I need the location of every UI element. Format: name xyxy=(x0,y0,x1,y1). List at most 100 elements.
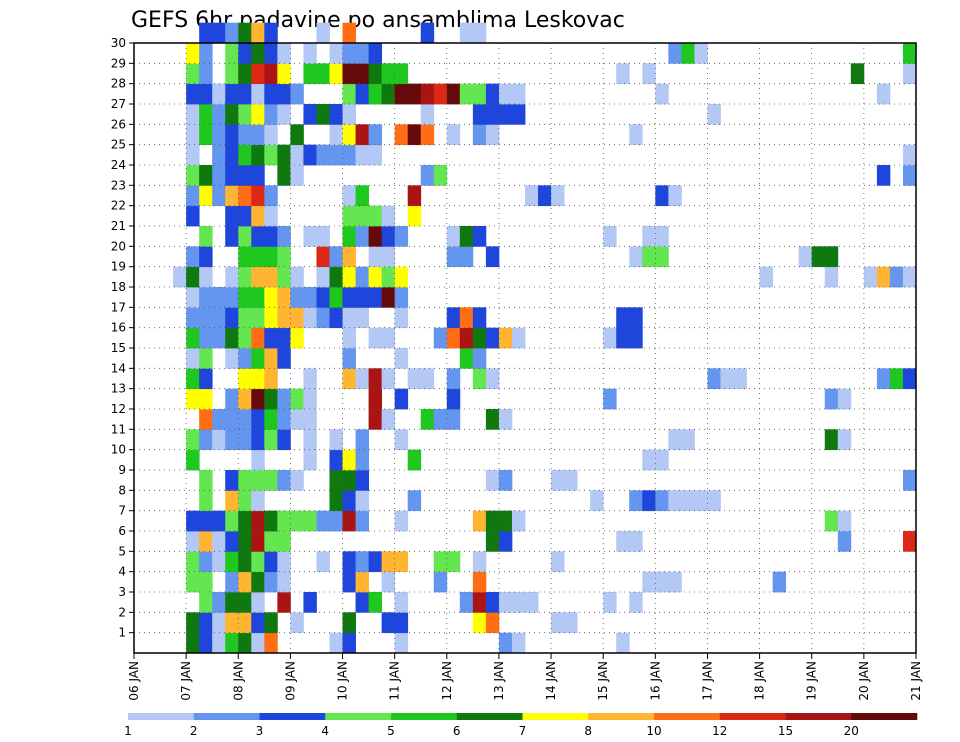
heatmap-cell xyxy=(642,63,656,85)
heatmap-cell xyxy=(199,327,213,349)
heatmap-cell xyxy=(798,246,813,268)
heatmap-cell xyxy=(264,409,278,430)
heatmap-cell xyxy=(186,531,200,552)
legend-label: 3 xyxy=(256,724,264,738)
legend-swatch xyxy=(193,713,260,720)
heatmap-cell xyxy=(342,83,356,105)
heatmap-cell xyxy=(186,632,200,654)
heatmap-cell xyxy=(251,388,265,410)
heatmap-cell xyxy=(472,368,487,390)
heatmap-cell xyxy=(472,612,487,634)
heatmap-cell xyxy=(186,246,200,268)
heatmap-cell xyxy=(251,632,265,654)
heatmap-cell xyxy=(681,43,695,64)
heatmap-cell xyxy=(759,266,774,288)
heatmap-cell xyxy=(251,368,265,390)
heatmap-cell xyxy=(837,429,852,451)
heatmap-cell xyxy=(251,592,265,613)
heatmap-cell xyxy=(381,226,396,247)
heatmap-cell xyxy=(199,531,213,552)
x-tick-label: 21 JAN xyxy=(909,661,923,701)
heatmap-cell xyxy=(355,510,369,532)
heatmap-cell xyxy=(616,531,630,552)
y-tick-label: 19 xyxy=(111,260,126,274)
heatmap-cell xyxy=(394,592,409,613)
heatmap-cell xyxy=(238,348,252,369)
heatmap-cell xyxy=(264,22,278,44)
heatmap-cell xyxy=(368,327,383,349)
heatmap-cell xyxy=(277,429,291,451)
heatmap-cell xyxy=(355,429,369,451)
heatmap-cell xyxy=(199,571,213,593)
heatmap-cell xyxy=(642,246,656,268)
heatmap-cell xyxy=(603,226,617,247)
legend-swatch xyxy=(588,713,655,720)
heatmap-cell xyxy=(863,266,878,288)
y-tick-label: 12 xyxy=(111,402,126,416)
heatmap-cell xyxy=(225,83,239,105)
heatmap-cell xyxy=(707,104,721,125)
heatmap-cell xyxy=(355,226,369,247)
heatmap-cell xyxy=(199,388,213,410)
heatmap-cell xyxy=(342,551,356,573)
heatmap-cell xyxy=(420,83,435,105)
heatmap-cell xyxy=(225,63,239,85)
heatmap-cell xyxy=(186,327,200,349)
x-tick-label: 15 JAN xyxy=(596,661,610,701)
heatmap-cell xyxy=(342,348,356,369)
heatmap-cell xyxy=(355,490,369,512)
heatmap-cell xyxy=(238,592,252,613)
heatmap-cell xyxy=(238,531,252,552)
heatmap-cell xyxy=(902,470,917,491)
heatmap-cell xyxy=(642,449,656,471)
x-tick-label: 07 JAN xyxy=(179,661,193,701)
legend-swatch xyxy=(391,713,458,720)
heatmap-cell xyxy=(459,327,474,349)
heatmap-cell xyxy=(264,185,278,207)
heatmap-cell xyxy=(264,246,278,268)
heatmap-cell xyxy=(212,429,226,451)
heatmap-cell xyxy=(225,409,239,430)
heatmap-cell xyxy=(199,287,213,308)
heatmap-cell xyxy=(238,551,252,573)
y-tick-label: 30 xyxy=(111,36,126,50)
heatmap-cell xyxy=(485,409,500,430)
y-tick-label: 24 xyxy=(111,158,126,172)
heatmap-cell xyxy=(186,449,200,471)
heatmap-cell xyxy=(225,287,239,308)
heatmap-cell xyxy=(485,612,500,634)
heatmap-cell xyxy=(837,388,852,410)
legend-swatch xyxy=(128,713,195,720)
heatmap-cell xyxy=(225,490,239,512)
heatmap-cell xyxy=(368,409,383,430)
heatmap-cell xyxy=(681,490,695,512)
heatmap-cell xyxy=(277,104,291,125)
heatmap-cell xyxy=(251,612,265,634)
heatmap-cell xyxy=(225,165,239,186)
heatmap-cell xyxy=(329,104,343,125)
heatmap-cell xyxy=(212,185,226,207)
heatmap-cell xyxy=(199,368,213,390)
y-tick-label: 8 xyxy=(118,483,126,497)
y-tick-label: 14 xyxy=(111,361,126,375)
heatmap-cell xyxy=(420,22,435,44)
heatmap-cell xyxy=(212,22,226,44)
legend-label: 1 xyxy=(124,724,132,738)
heatmap-cell xyxy=(238,287,252,308)
legend-swatch xyxy=(851,713,918,720)
heatmap-cell xyxy=(368,388,383,410)
heatmap-cell xyxy=(342,226,356,247)
heatmap-cell xyxy=(355,287,369,308)
heatmap-cell xyxy=(420,165,435,186)
heatmap-cell xyxy=(902,531,917,552)
heatmap-cell xyxy=(264,307,278,329)
heatmap-cell xyxy=(238,307,252,329)
heatmap-cell xyxy=(199,307,213,329)
heatmap-cell xyxy=(238,571,252,593)
heatmap-cell xyxy=(186,83,200,105)
heatmap-cell xyxy=(876,266,891,288)
y-tick-label: 25 xyxy=(111,138,126,152)
heatmap-cell xyxy=(290,165,304,186)
heatmap-cell xyxy=(264,368,278,390)
